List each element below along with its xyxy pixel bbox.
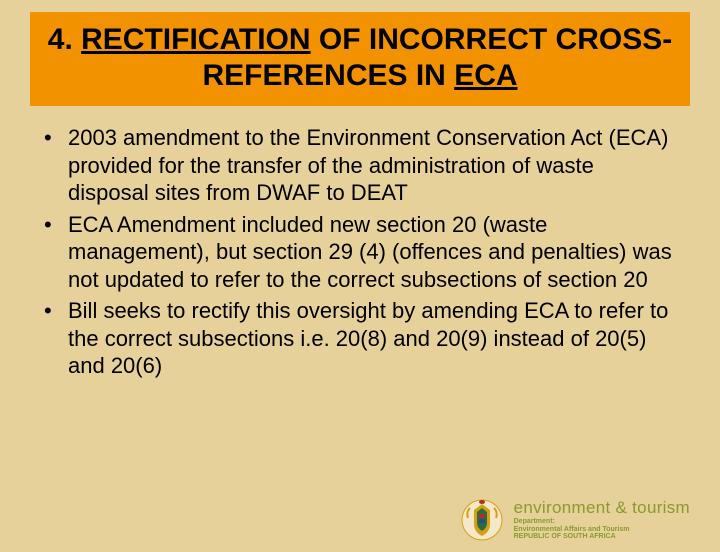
bullet-list: 2003 amendment to the Environment Conser… xyxy=(40,124,680,380)
bullet-item: Bill seeks to rectify this oversight by … xyxy=(40,297,680,380)
footer-logo: environment & tourism Department: Enviro… xyxy=(460,498,690,542)
title-part-1: 4. xyxy=(48,23,81,56)
slide-title: 4. RECTIFICATION OF INCORRECT CROSS-REFE… xyxy=(40,22,680,94)
title-underline-2: ECA xyxy=(454,59,517,92)
bullet-item: ECA Amendment included new section 20 (w… xyxy=(40,211,680,294)
brand-main: environment & tourism xyxy=(514,499,690,518)
brand-sub-2: Environmental Affairs and Tourism xyxy=(514,526,690,534)
slide-content: 2003 amendment to the Environment Conser… xyxy=(40,124,680,380)
crest-icon xyxy=(460,498,504,542)
slide-title-box: 4. RECTIFICATION OF INCORRECT CROSS-REFE… xyxy=(30,12,690,106)
brand-text-block: environment & tourism Department: Enviro… xyxy=(514,499,690,541)
brand-sub-1: Department: xyxy=(514,518,690,526)
bullet-item: 2003 amendment to the Environment Conser… xyxy=(40,124,680,207)
title-underline-1: RECTIFICATION xyxy=(81,23,310,56)
